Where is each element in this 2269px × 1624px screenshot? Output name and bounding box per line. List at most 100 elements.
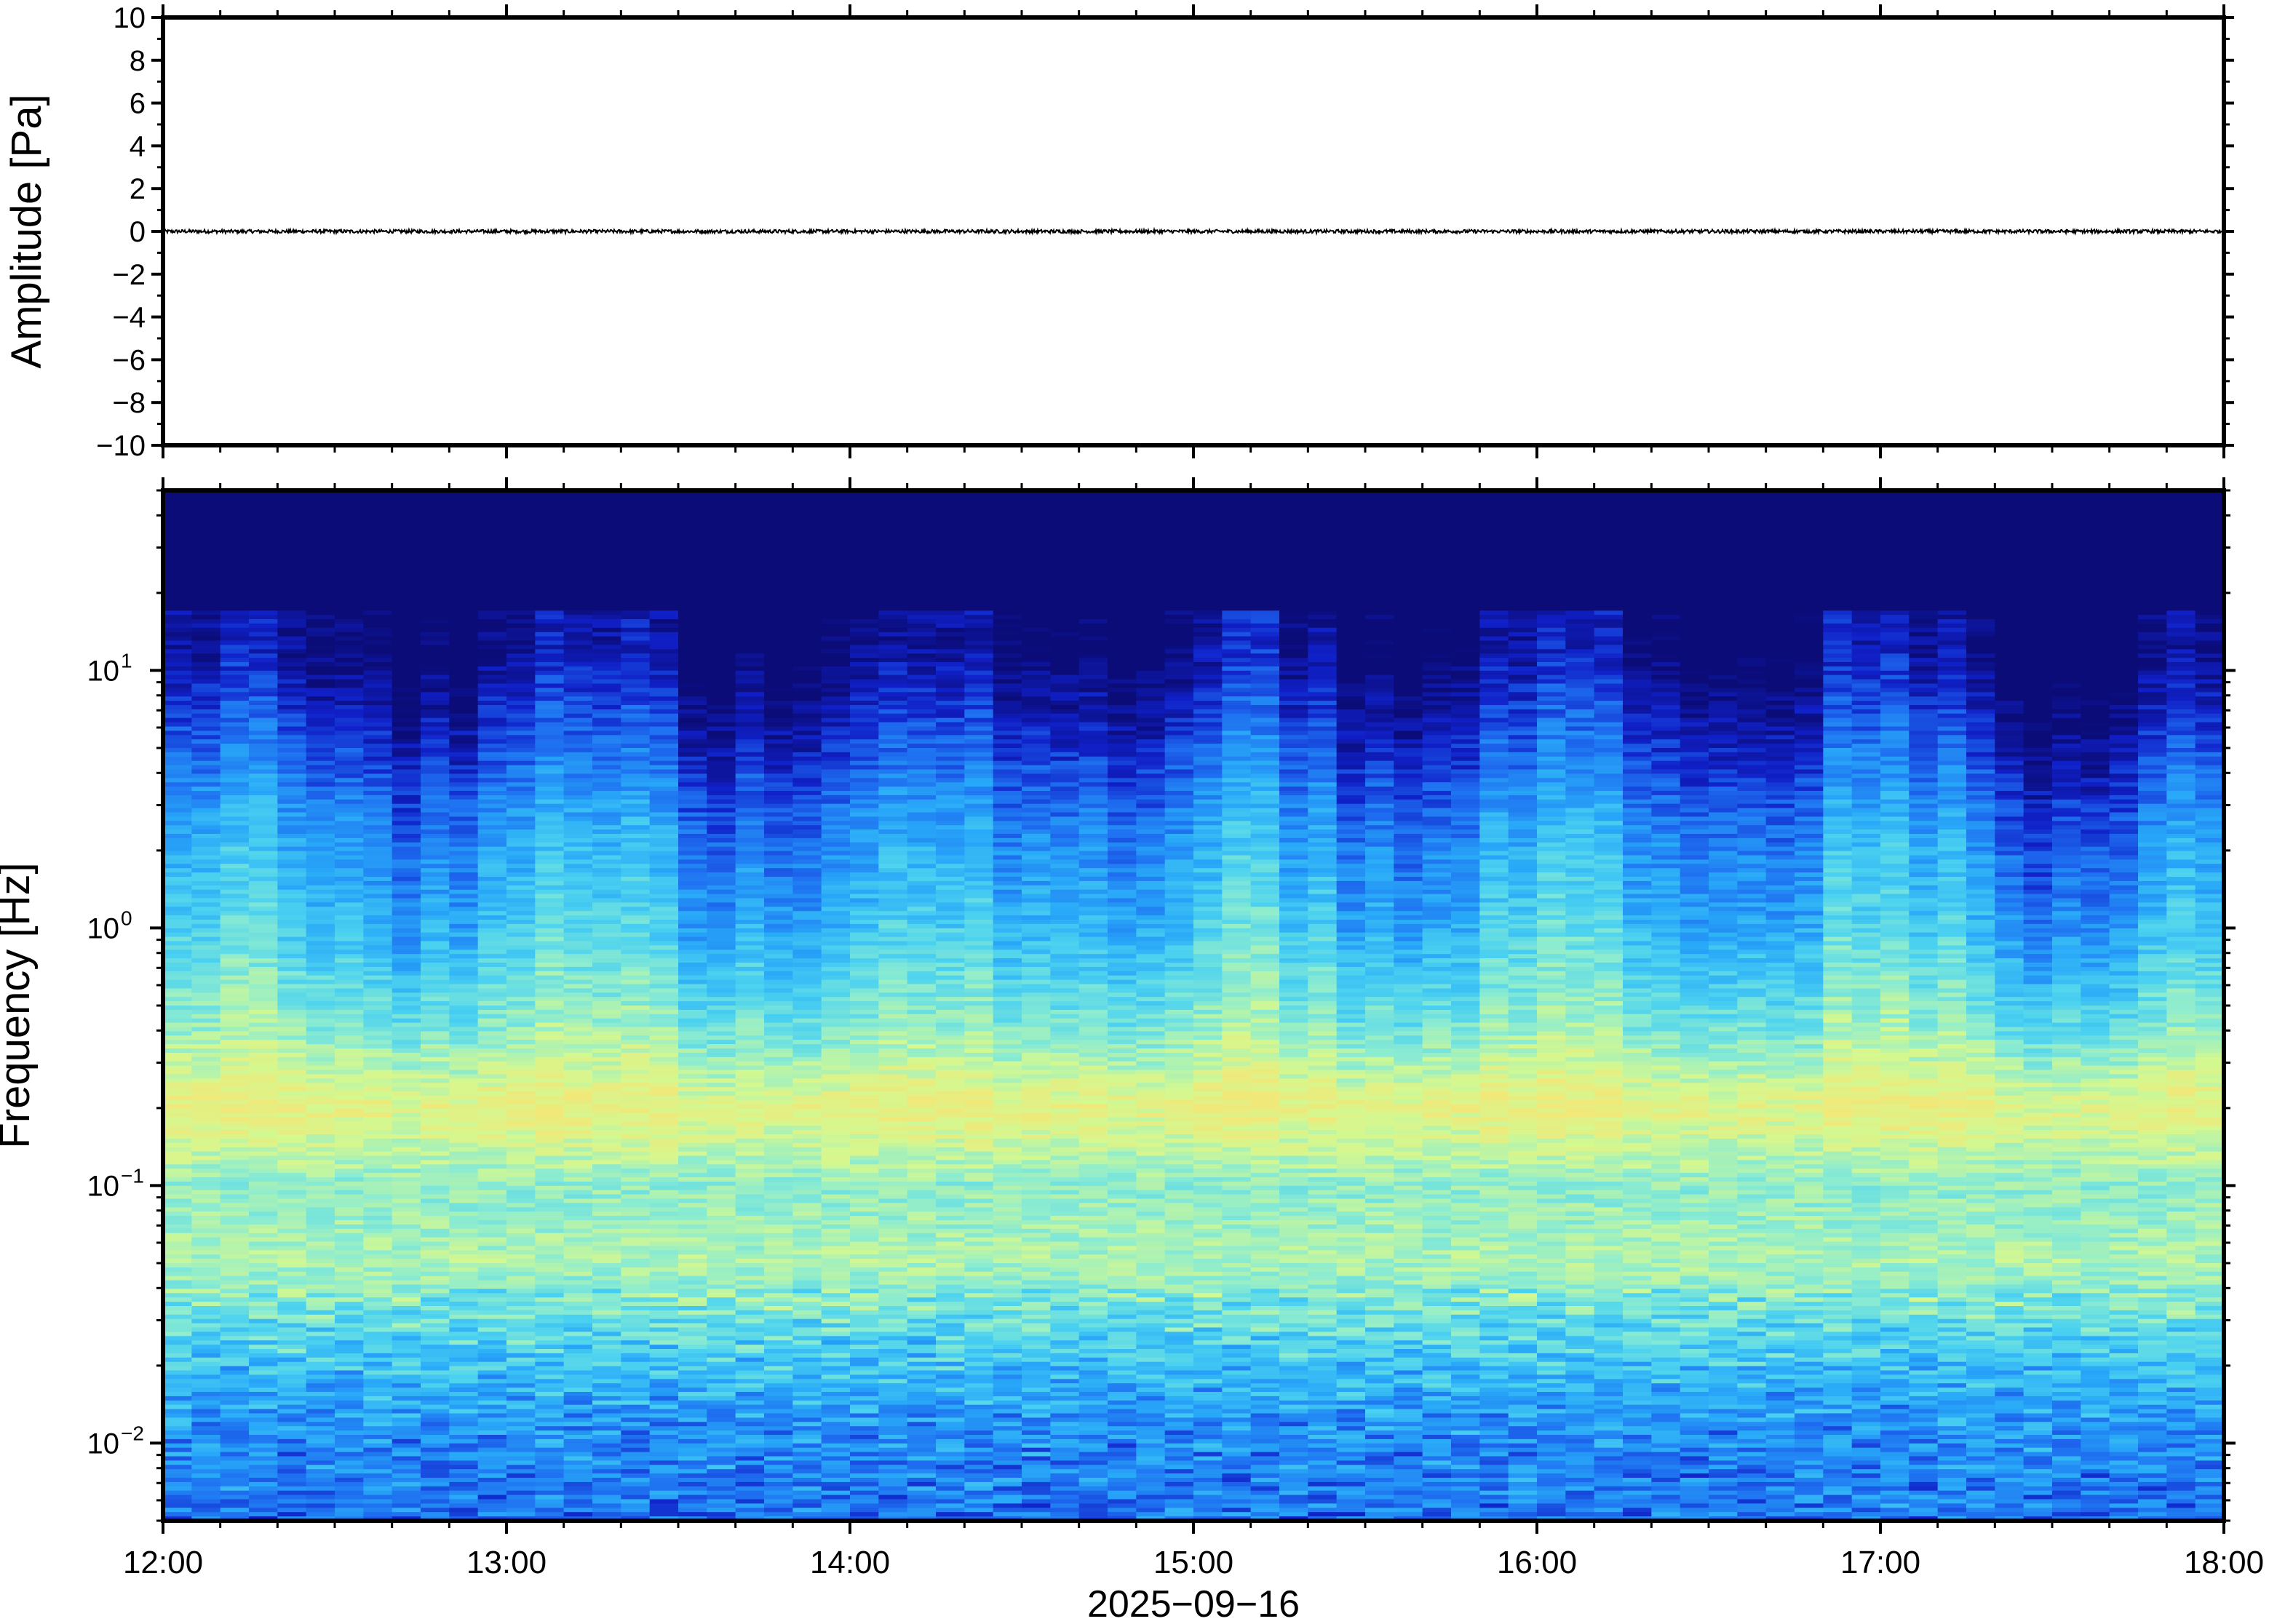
spectrogram-cell: [335, 752, 364, 757]
spectrogram-cell: [649, 1469, 679, 1474]
spectrogram-cell: [707, 842, 736, 848]
spectrogram-cell: [477, 674, 507, 680]
spectrogram-cell: [449, 1267, 479, 1273]
spectrogram-cell: [506, 979, 536, 985]
spectrogram-cell: [535, 834, 565, 839]
spectrogram-cell: [220, 1275, 250, 1281]
spectrogram-cell: [592, 1357, 621, 1363]
spectrogram-cell: [792, 1121, 822, 1126]
spectrogram-cell: [392, 701, 421, 706]
spectrogram-cell: [477, 851, 507, 856]
spectrogram-cell: [764, 1031, 793, 1036]
spectrogram-cell: [335, 709, 364, 715]
spectrogram-cell: [335, 1027, 364, 1032]
spectrogram-cell: [306, 1383, 335, 1388]
spectrogram-cell: [220, 936, 250, 942]
spectrogram-cell: [592, 855, 621, 860]
spectrogram-cell: [535, 837, 565, 843]
spectrogram-cell: [363, 1203, 393, 1208]
spectrogram-cell: [764, 1056, 793, 1062]
spectrogram-cell: [764, 1117, 793, 1122]
spectrogram-cell: [707, 851, 736, 856]
spectrogram-cell: [191, 705, 221, 710]
spectrogram-cell: [277, 1211, 307, 1217]
spectrogram-cell: [707, 1121, 736, 1126]
spectrogram-cell: [220, 795, 250, 800]
spectrogram-cell: [764, 1302, 793, 1307]
spectrogram-cell: [707, 1336, 736, 1341]
spectrogram-cell: [163, 688, 192, 693]
spectrogram-cell: [477, 688, 507, 693]
spectrogram-cell: [477, 1018, 507, 1024]
spectrogram-cell: [449, 1006, 479, 1011]
spectrogram-cell: [335, 744, 364, 749]
spectrogram-cell: [735, 997, 765, 1002]
spectrogram-cell: [249, 1297, 278, 1302]
spectrogram-cell: [563, 1332, 593, 1337]
spectrogram-cell: [621, 1310, 651, 1315]
spectrogram-cell: [649, 842, 679, 848]
spectrogram-cell: [735, 1185, 765, 1191]
spectrogram-cell: [277, 1366, 307, 1372]
spectrogram-cell: [592, 958, 621, 963]
spectrogram-cell: [306, 868, 335, 873]
spectrogram-cell: [592, 791, 621, 796]
spectrogram-cell: [249, 1361, 278, 1367]
spectrogram-cell: [163, 1345, 192, 1350]
spectrogram-cell: [735, 1357, 765, 1363]
spectrogram-cell: [335, 1392, 364, 1397]
spectrogram-cell: [649, 610, 679, 616]
spectrogram-cell: [220, 1056, 250, 1062]
spectrogram-cell: [306, 1216, 335, 1221]
spectrogram-cell: [449, 713, 479, 719]
spectrogram-cell: [220, 1241, 250, 1246]
spectrogram-cell: [592, 1228, 621, 1234]
spectrogram-cell: [249, 1112, 278, 1118]
spectrogram-cell: [220, 1095, 250, 1101]
spectrogram-cell: [421, 653, 450, 658]
spectrogram-cell: [563, 803, 593, 809]
spectrogram-cell: [163, 670, 192, 676]
spectrogram-cell: [421, 692, 450, 697]
spectrogram-cell: [277, 1422, 307, 1427]
spectrogram-cell: [163, 1134, 192, 1139]
spectrogram-cell: [163, 920, 192, 925]
spectrogram-cell: [563, 1194, 593, 1200]
spectrogram-cell: [163, 1379, 192, 1384]
spectrogram-cell: [621, 1009, 651, 1015]
spectrogram-cell: [249, 632, 278, 637]
spectrogram-cell: [191, 889, 221, 895]
spectrogram-cell: [191, 1293, 221, 1298]
spectrogram-cell: [477, 1052, 507, 1058]
spectrogram-cell: [735, 1169, 765, 1174]
spectrogram-cell: [506, 1392, 536, 1397]
spectrogram-cell: [163, 1031, 192, 1036]
spectrogram-cell: [621, 1207, 651, 1212]
spectrogram-cell: [792, 1435, 822, 1440]
spectrogram-cell: [792, 1147, 822, 1153]
spectrogram-cell: [163, 1396, 192, 1401]
spectrogram-cell: [563, 1177, 593, 1182]
spectrogram-cell: [621, 1099, 651, 1105]
spectrogram-cell: [707, 1207, 736, 1212]
spectrogram-cell: [506, 636, 536, 642]
spectrogram-cell: [649, 1216, 679, 1221]
spectrogram-cell: [707, 1018, 736, 1024]
spectrogram-cell: [792, 1194, 822, 1200]
spectrogram-cell: [621, 1022, 651, 1028]
spectrogram-cell: [306, 1022, 335, 1028]
spectrogram-cell: [649, 1297, 679, 1302]
spectrogram-cell: [449, 1465, 479, 1470]
spectrogram-cell: [621, 923, 651, 929]
spectrogram-cell: [735, 731, 765, 736]
spectrogram-cell: [220, 1340, 250, 1345]
spectrogram-cell: [306, 1293, 335, 1298]
spectrogram-cell: [277, 1207, 307, 1212]
spectrogram-cell: [563, 1473, 593, 1478]
spectrogram-cell: [535, 1121, 565, 1126]
spectrogram-cell: [421, 880, 450, 886]
spectrogram-cell: [792, 1314, 822, 1320]
spectrogram-cell: [392, 1181, 421, 1187]
spectrogram-cell: [249, 1310, 278, 1315]
spectrogram-cell: [535, 791, 565, 796]
